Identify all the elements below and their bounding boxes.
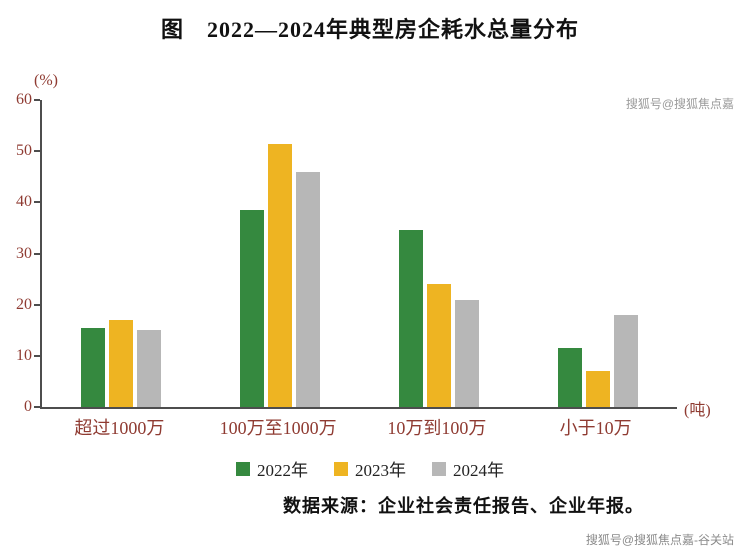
bar-2022年-10万到100万 (398, 230, 423, 407)
watermark-bottom: 搜狐号@搜狐焦点嘉-谷关站 (585, 533, 734, 547)
y-axis-unit-label: (%) (34, 72, 58, 89)
legend-label: 2023年 (355, 461, 406, 480)
legend: 2022年 2023年 2024年 (0, 456, 740, 481)
bar-group (398, 230, 479, 407)
legend-swatch (236, 461, 250, 476)
bar-2023年-超过1000万 (109, 320, 134, 407)
legend-label: 2024年 (453, 461, 504, 480)
legend-swatch (334, 461, 348, 476)
y-tick-mark (34, 150, 40, 153)
bar-2024年-小于10万 (613, 314, 638, 407)
legend-swatch (432, 461, 446, 476)
y-tick-label: 10 (16, 346, 32, 364)
legend-item: 2023年 (334, 456, 406, 481)
x-category-label: 10万到100万 (387, 418, 487, 438)
bar-2023年-10万到100万 (426, 284, 451, 407)
legend-item: 2024年 (432, 456, 504, 481)
bar-2024年-超过1000万 (137, 330, 162, 407)
watermark-top: 搜狐号@搜狐焦点嘉 (625, 97, 734, 111)
legend-label: 2022年 (257, 461, 308, 480)
y-tick-mark (34, 99, 40, 101)
y-tick-mark (34, 354, 40, 357)
bar-2022年-小于10万 (557, 348, 582, 407)
y-tick-label: 50 (16, 142, 32, 160)
x-category-label: 超过1000万 (74, 418, 165, 438)
y-tick-label: 20 (16, 295, 32, 313)
y-tick-mark (34, 201, 40, 204)
bar-2022年-100万至1000万 (240, 210, 265, 407)
x-category-label: 100万至1000万 (219, 418, 337, 438)
data-source-note: 数据来源：企业社会责任报告、企业年报。 (283, 496, 644, 516)
y-tick-label: 60 (16, 91, 32, 108)
plot-area: 0 10 20 30 40 50 60 (16, 91, 677, 415)
x-labels: 超过1000万 100万至1000万 10万到100万 小于10万 (40, 414, 675, 440)
y-tick-mark (34, 406, 40, 408)
y-tick-label: 30 (16, 244, 32, 262)
bar-2023年-小于10万 (585, 371, 610, 407)
bar-2024年-100万至1000万 (296, 171, 321, 407)
bar-groups (42, 100, 677, 407)
bar-2023年-100万至1000万 (268, 143, 293, 407)
bar-group (240, 143, 321, 407)
y-tick-mark (34, 252, 40, 255)
bar-group (557, 314, 638, 407)
legend-item: 2022年 (236, 456, 308, 481)
y-tick-label: 0 (24, 398, 32, 415)
y-tick-mark (34, 303, 40, 306)
bar-group (81, 320, 162, 407)
chart-title: 图 2022—2024年典型房企耗水总量分布 (160, 17, 579, 42)
bar-2024年-10万到100万 (454, 299, 479, 407)
x-axis-unit-label: (吨) (684, 402, 711, 419)
x-category-label: 小于10万 (559, 418, 632, 438)
y-tick-label: 40 (16, 193, 32, 211)
bar-2022年-超过1000万 (81, 327, 106, 407)
